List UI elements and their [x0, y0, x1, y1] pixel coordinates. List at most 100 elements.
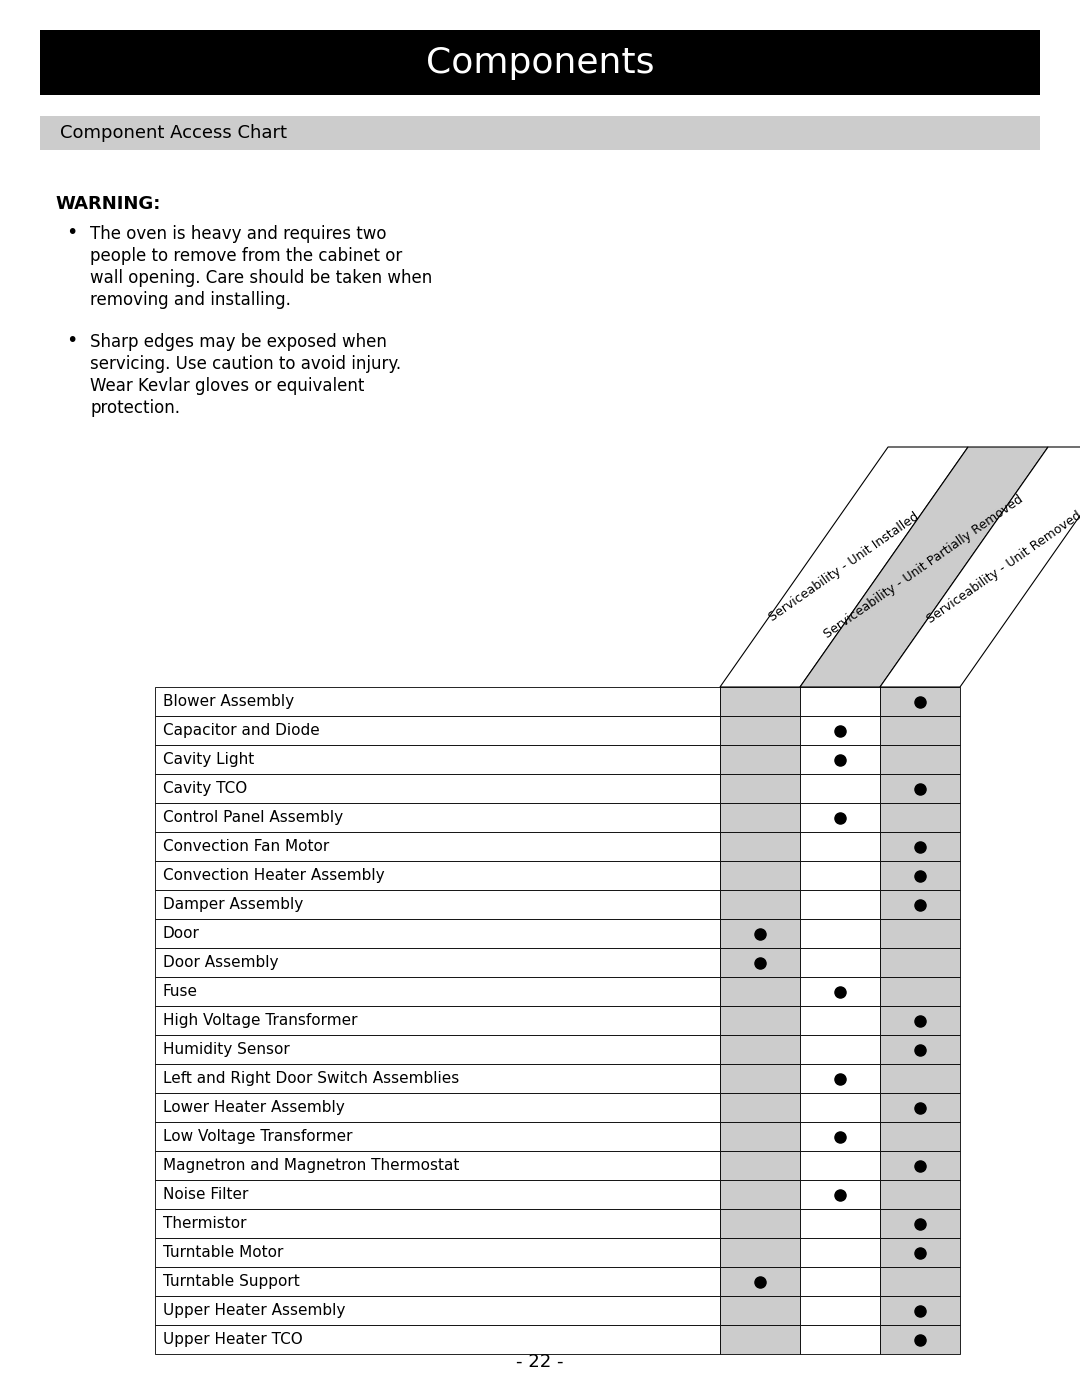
- Text: Fuse: Fuse: [163, 983, 198, 999]
- Text: Humidity Sensor: Humidity Sensor: [163, 1042, 289, 1058]
- Bar: [720, 1151, 800, 1180]
- Bar: [880, 687, 960, 717]
- Bar: [156, 1296, 720, 1324]
- Text: Damper Assembly: Damper Assembly: [163, 897, 303, 912]
- Bar: [880, 1238, 960, 1267]
- Bar: [800, 745, 880, 774]
- Text: The oven is heavy and requires two: The oven is heavy and requires two: [90, 225, 387, 243]
- Text: Serviceability - Unit Installed: Serviceability - Unit Installed: [767, 510, 921, 624]
- Bar: [720, 919, 800, 949]
- Bar: [800, 1122, 880, 1151]
- Bar: [156, 1092, 720, 1122]
- Text: Wear Kevlar gloves or equivalent: Wear Kevlar gloves or equivalent: [90, 377, 364, 395]
- Text: Turntable Motor: Turntable Motor: [163, 1245, 283, 1260]
- Bar: [880, 717, 960, 745]
- Bar: [720, 1296, 800, 1324]
- Bar: [880, 1092, 960, 1122]
- Bar: [800, 1180, 880, 1208]
- Text: Convection Fan Motor: Convection Fan Motor: [163, 840, 329, 854]
- Bar: [800, 774, 880, 803]
- Text: Left and Right Door Switch Assemblies: Left and Right Door Switch Assemblies: [163, 1071, 459, 1085]
- Bar: [800, 1035, 880, 1065]
- Text: Blower Assembly: Blower Assembly: [163, 694, 294, 710]
- Text: Low Voltage Transformer: Low Voltage Transformer: [163, 1129, 352, 1144]
- Text: Door Assembly: Door Assembly: [163, 956, 279, 970]
- Bar: [156, 1208, 720, 1238]
- Bar: [720, 745, 800, 774]
- Bar: [800, 1092, 880, 1122]
- Bar: [156, 890, 720, 919]
- Bar: [800, 1151, 880, 1180]
- Text: protection.: protection.: [90, 400, 180, 416]
- Bar: [156, 803, 720, 833]
- Bar: [156, 1324, 720, 1354]
- Bar: [156, 1065, 720, 1092]
- Bar: [156, 1180, 720, 1208]
- Text: Capacitor and Diode: Capacitor and Diode: [163, 724, 320, 738]
- Bar: [800, 919, 880, 949]
- Bar: [880, 1296, 960, 1324]
- Bar: [720, 1122, 800, 1151]
- Text: Magnetron and Magnetron Thermostat: Magnetron and Magnetron Thermostat: [163, 1158, 459, 1173]
- Bar: [156, 1151, 720, 1180]
- Text: •: •: [66, 224, 78, 242]
- Bar: [880, 890, 960, 919]
- Bar: [156, 1035, 720, 1065]
- Bar: [800, 1208, 880, 1238]
- Bar: [720, 1208, 800, 1238]
- Text: WARNING:: WARNING:: [55, 196, 160, 212]
- Bar: [880, 949, 960, 977]
- Text: Door: Door: [163, 926, 200, 942]
- Bar: [880, 1122, 960, 1151]
- Bar: [880, 1267, 960, 1296]
- Bar: [800, 977, 880, 1006]
- Bar: [880, 861, 960, 890]
- Bar: [800, 1267, 880, 1296]
- Bar: [156, 687, 720, 717]
- Bar: [40, 116, 1040, 149]
- Bar: [156, 861, 720, 890]
- Bar: [880, 803, 960, 833]
- Text: Sharp edges may be exposed when: Sharp edges may be exposed when: [90, 332, 387, 351]
- Bar: [720, 803, 800, 833]
- Text: Serviceability - Unit Partially Removed: Serviceability - Unit Partially Removed: [822, 493, 1026, 641]
- Bar: [720, 833, 800, 861]
- Bar: [156, 977, 720, 1006]
- Bar: [156, 717, 720, 745]
- Bar: [720, 1267, 800, 1296]
- Bar: [880, 1180, 960, 1208]
- Bar: [156, 949, 720, 977]
- Bar: [880, 1006, 960, 1035]
- Bar: [880, 1065, 960, 1092]
- Polygon shape: [880, 447, 1080, 687]
- Text: •: •: [66, 331, 78, 351]
- Bar: [880, 977, 960, 1006]
- Bar: [800, 1006, 880, 1035]
- Bar: [720, 687, 800, 717]
- Bar: [720, 1238, 800, 1267]
- Text: Lower Heater Assembly: Lower Heater Assembly: [163, 1099, 345, 1115]
- Bar: [800, 949, 880, 977]
- Bar: [720, 1092, 800, 1122]
- Bar: [720, 1006, 800, 1035]
- Bar: [720, 1035, 800, 1065]
- Bar: [880, 1151, 960, 1180]
- Bar: [800, 833, 880, 861]
- Bar: [156, 919, 720, 949]
- Bar: [720, 774, 800, 803]
- Bar: [880, 1324, 960, 1354]
- Text: Cavity TCO: Cavity TCO: [163, 781, 247, 796]
- Polygon shape: [800, 447, 1048, 687]
- Text: - 22 -: - 22 -: [516, 1354, 564, 1370]
- Text: Turntable Support: Turntable Support: [163, 1274, 300, 1289]
- Bar: [156, 1267, 720, 1296]
- Bar: [880, 1035, 960, 1065]
- Bar: [156, 774, 720, 803]
- Bar: [156, 833, 720, 861]
- Bar: [800, 717, 880, 745]
- Bar: [800, 1065, 880, 1092]
- Bar: [800, 1324, 880, 1354]
- Bar: [880, 774, 960, 803]
- Text: wall opening. Care should be taken when: wall opening. Care should be taken when: [90, 270, 432, 286]
- Text: Cavity Light: Cavity Light: [163, 752, 254, 767]
